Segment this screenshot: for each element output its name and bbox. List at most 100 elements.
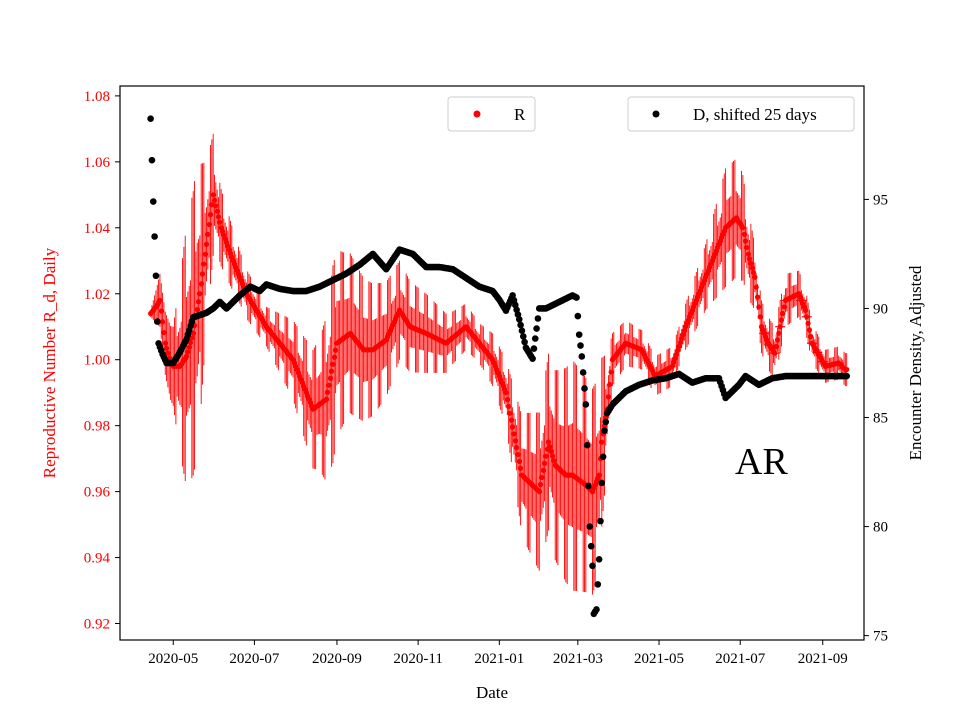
series-R bbox=[148, 133, 850, 595]
x-tick-label: 2020-07 bbox=[229, 651, 279, 667]
R-point bbox=[326, 382, 332, 388]
y-left-axis: 0.92 0.94 0.96 0.98 1.00 1.02 1.04 1.06 1.08 bbox=[84, 89, 120, 633]
D-point bbox=[575, 331, 583, 338]
axes-frame bbox=[119, 85, 865, 641]
R-point bbox=[536, 489, 542, 495]
R-point bbox=[516, 458, 522, 464]
y-left-tick-label: 1.04 bbox=[84, 221, 111, 237]
R-point bbox=[506, 403, 512, 410]
D-point bbox=[578, 353, 586, 360]
R-point bbox=[540, 467, 546, 474]
x-tick-label: 2021-09 bbox=[798, 651, 848, 667]
R-point bbox=[515, 451, 521, 458]
R-point bbox=[325, 389, 331, 395]
R-point bbox=[744, 244, 750, 251]
D-point bbox=[534, 315, 542, 322]
D-point bbox=[602, 418, 610, 426]
D-point bbox=[587, 542, 595, 550]
D-point bbox=[585, 482, 592, 490]
R-point bbox=[545, 439, 552, 445]
R-point bbox=[157, 297, 163, 303]
R-point bbox=[599, 439, 605, 445]
D-point bbox=[589, 562, 596, 570]
R-point bbox=[804, 314, 810, 320]
R-point bbox=[537, 481, 544, 488]
R-point bbox=[746, 256, 753, 262]
D-point bbox=[586, 523, 594, 530]
y-left-tick-label: 0.92 bbox=[84, 617, 110, 633]
R-point bbox=[199, 271, 206, 277]
y-right-tick-label: 95 bbox=[873, 192, 888, 208]
R-point bbox=[207, 212, 214, 218]
R-point bbox=[551, 458, 557, 464]
y-left-tick-label: 1.06 bbox=[84, 155, 111, 171]
R-point bbox=[754, 294, 761, 300]
D-point bbox=[598, 479, 606, 487]
R-point bbox=[163, 345, 170, 351]
R-point bbox=[211, 197, 218, 203]
R-point bbox=[757, 314, 763, 320]
R-point bbox=[213, 203, 219, 209]
R-point bbox=[203, 241, 210, 247]
R-point bbox=[194, 306, 200, 313]
legend-D-label: D, shifted 25 days bbox=[693, 105, 817, 124]
D-point bbox=[533, 325, 540, 332]
R-point bbox=[198, 281, 204, 287]
y-right-tick-label: 85 bbox=[873, 411, 888, 427]
D-point bbox=[582, 401, 590, 408]
x-tick-label: 2020-11 bbox=[393, 651, 442, 667]
y-right-tick-label: 90 bbox=[873, 301, 888, 317]
R-point bbox=[503, 390, 509, 396]
D-point bbox=[153, 318, 161, 325]
R-point bbox=[776, 330, 782, 336]
y-left-tick-label: 0.98 bbox=[84, 419, 110, 435]
x-tick-label: 2020-09 bbox=[312, 651, 362, 667]
D-point bbox=[519, 333, 527, 340]
R-point bbox=[750, 270, 757, 276]
R-point bbox=[756, 304, 762, 310]
legend-R-label: R bbox=[514, 105, 526, 124]
D-point bbox=[574, 312, 582, 320]
R-point bbox=[508, 417, 514, 423]
R-point bbox=[741, 231, 747, 237]
R-point bbox=[541, 460, 548, 466]
R-point bbox=[215, 214, 222, 220]
D-point bbox=[583, 441, 591, 449]
x-axis: 2020-05 2020-07 2020-09 2020-11 2021-01 2021-… bbox=[148, 640, 848, 667]
R-point bbox=[504, 396, 510, 403]
R-point bbox=[543, 453, 549, 459]
R-point bbox=[773, 343, 779, 350]
R-point bbox=[772, 350, 778, 356]
D-point bbox=[843, 372, 850, 380]
R-point bbox=[608, 369, 614, 375]
legend-D: D, shifted 25 days bbox=[627, 96, 855, 132]
y-left-axis-title: Reproductive Number R_d, Daily bbox=[40, 247, 59, 478]
R-point bbox=[331, 354, 337, 360]
R-point bbox=[507, 410, 513, 416]
R-point bbox=[539, 474, 545, 481]
R-point bbox=[549, 453, 556, 459]
R-point bbox=[780, 310, 786, 317]
D-point bbox=[597, 517, 604, 525]
x-tick-label: 2021-07 bbox=[715, 651, 765, 667]
R-point bbox=[333, 347, 339, 353]
R-point bbox=[159, 319, 166, 325]
R-point bbox=[753, 284, 759, 290]
D-point bbox=[531, 335, 539, 342]
D-point bbox=[579, 369, 587, 376]
R-point bbox=[185, 349, 191, 355]
x-tick-label: 2021-01 bbox=[474, 651, 524, 667]
R-point bbox=[778, 317, 785, 323]
y-right-tick-label: 75 bbox=[873, 629, 888, 645]
R-point bbox=[186, 344, 192, 350]
R-point bbox=[777, 324, 783, 330]
D-point bbox=[517, 321, 524, 329]
legend-D-box bbox=[627, 96, 855, 132]
D-point bbox=[151, 233, 158, 240]
x-tick-label: 2021-05 bbox=[634, 651, 684, 667]
D-point bbox=[152, 272, 160, 280]
x-tick-label: 2020-05 bbox=[148, 651, 198, 667]
R-point bbox=[774, 337, 781, 343]
R-point bbox=[210, 192, 216, 198]
